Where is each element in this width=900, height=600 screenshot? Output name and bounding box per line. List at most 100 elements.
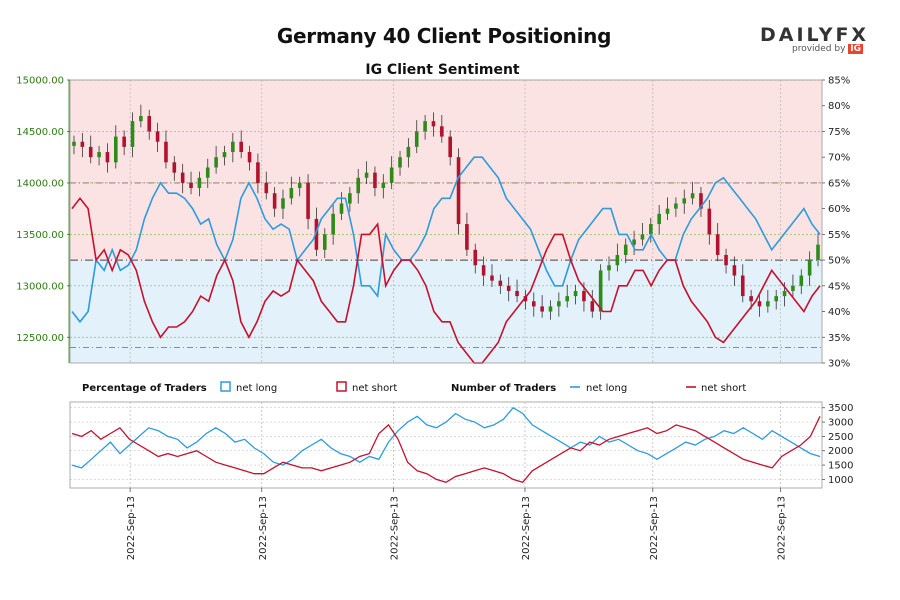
pct-tick-label: 75%: [828, 127, 850, 138]
x-tick-label: 2022-Sep-13: [389, 496, 400, 560]
logo-subtext: provided by IG: [760, 44, 870, 54]
price-axis: 15000.00 14500.00 14000.00 13500.00 13000.00…: [16, 76, 70, 363]
chart-subtitle: IG Client Sentiment: [365, 62, 520, 78]
candle-body: [481, 265, 486, 276]
candle-body: [531, 301, 536, 307]
legend: Percentage of Traders net long net short…: [82, 381, 746, 394]
candle-body: [632, 239, 636, 245]
candle-body: [757, 301, 762, 307]
candle-body: [557, 301, 561, 307]
candle-body: [766, 301, 770, 307]
candle-body: [373, 172, 377, 189]
pct-tick-label: 80%: [828, 101, 850, 112]
legend-num-short: net short: [701, 383, 746, 394]
pct-tick-label: 45%: [828, 281, 850, 292]
price-tick-label: 12500.00: [16, 333, 64, 344]
pct-long-series: [71, 156, 821, 324]
legend-num-heading: Number of Traders: [451, 383, 556, 394]
price-tick-label: 14000.00: [16, 178, 64, 189]
candle-body: [113, 136, 118, 163]
candle-body: [72, 141, 76, 146]
candle-body: [172, 162, 177, 173]
count-tick-label: 2000: [828, 446, 853, 457]
pct-tick-label: 30%: [828, 359, 850, 370]
candle-body: [364, 172, 369, 178]
main-panel-frame: [69, 79, 823, 364]
candle-body: [749, 296, 753, 302]
legend-pct-heading: Percentage of Traders: [82, 383, 207, 394]
candle-body: [490, 275, 494, 281]
pct-tick-label: 60%: [828, 204, 850, 215]
candle-body: [615, 254, 620, 266]
count-tick-label: 1000: [828, 475, 853, 486]
bullish-zone-background: [70, 80, 822, 261]
x-tick-label: 2022-Sep-13: [777, 496, 788, 560]
count-tick-label: 3000: [828, 418, 853, 429]
candle-body: [423, 121, 427, 132]
candle-body: [807, 260, 812, 276]
candle-body: [582, 290, 586, 302]
legend-num-long: net long: [586, 383, 627, 394]
candle-body: [281, 198, 285, 209]
candle-body: [105, 152, 110, 163]
candle-body: [649, 224, 653, 235]
pct-tick-label: 35%: [828, 333, 850, 344]
candle-body: [782, 290, 787, 297]
legend-pct-short-swatch: [336, 381, 347, 392]
candle-body: [448, 136, 452, 158]
candle-body: [239, 141, 243, 153]
price-tick-label: 14500.00: [16, 127, 64, 138]
candle-body: [498, 280, 503, 286]
legend-pct-short: net short: [352, 383, 397, 394]
candle-body: [791, 285, 795, 291]
candle-body: [674, 203, 678, 209]
pct-tick-label: 70%: [828, 153, 850, 164]
candle-body: [381, 182, 386, 189]
count-tick-label: 3500: [828, 403, 853, 414]
ig-badge: IG: [848, 44, 864, 54]
price-tick-label: 13500.00: [16, 230, 64, 241]
candle-body: [189, 182, 193, 189]
candle-body: [147, 116, 152, 132]
candle-body: [431, 121, 436, 127]
candle-body: [607, 265, 611, 271]
percent-axis: 85% 80% 75% 70% 65% 60% 55% 50% 45% 40% 35% 30%: [822, 76, 850, 370]
candle-body: [598, 270, 603, 312]
candle-body: [398, 157, 402, 168]
logo-text: DAILYFX: [760, 24, 870, 46]
candle-body: [180, 172, 185, 183]
candle-body: [657, 213, 661, 225]
candle-body: [97, 152, 101, 158]
pct-tick-label: 55%: [828, 230, 850, 241]
candle-body: [122, 136, 126, 147]
dailyfx-logo[interactable]: DAILYFX provided by IG: [760, 24, 870, 54]
pct-tick-label: 85%: [828, 76, 850, 87]
candle-body: [465, 224, 469, 250]
candle-body: [506, 285, 511, 291]
candle-body: [682, 198, 687, 204]
candle-body: [356, 177, 361, 194]
candle-body: [724, 254, 728, 266]
x-tick-label: 2022-Sep-13: [258, 496, 269, 560]
candle-body: [231, 141, 235, 153]
count-axis: 3500 3000 2500 2000 1500 1000: [822, 403, 853, 486]
reference-lines: [70, 182, 822, 349]
x-tick-label: 2022-Sep-13: [521, 496, 532, 560]
candle-body: [515, 290, 519, 297]
candle-body: [155, 131, 160, 142]
candle-body: [590, 301, 595, 312]
candle-body: [314, 218, 319, 250]
candle-body: [799, 275, 804, 286]
candle-body: [322, 234, 327, 250]
candle-body: [205, 167, 210, 178]
pct-tick-label: 65%: [828, 178, 850, 189]
candle-body: [707, 208, 712, 235]
bearish-zone-background: [70, 260, 822, 363]
candle-body: [389, 167, 394, 183]
candle-body: [272, 193, 277, 209]
chart-title: Germany 40 Client Positioning: [276, 24, 612, 48]
candle-body: [816, 244, 820, 261]
candle-body: [197, 177, 202, 189]
lower-panel-frame: [69, 401, 823, 489]
